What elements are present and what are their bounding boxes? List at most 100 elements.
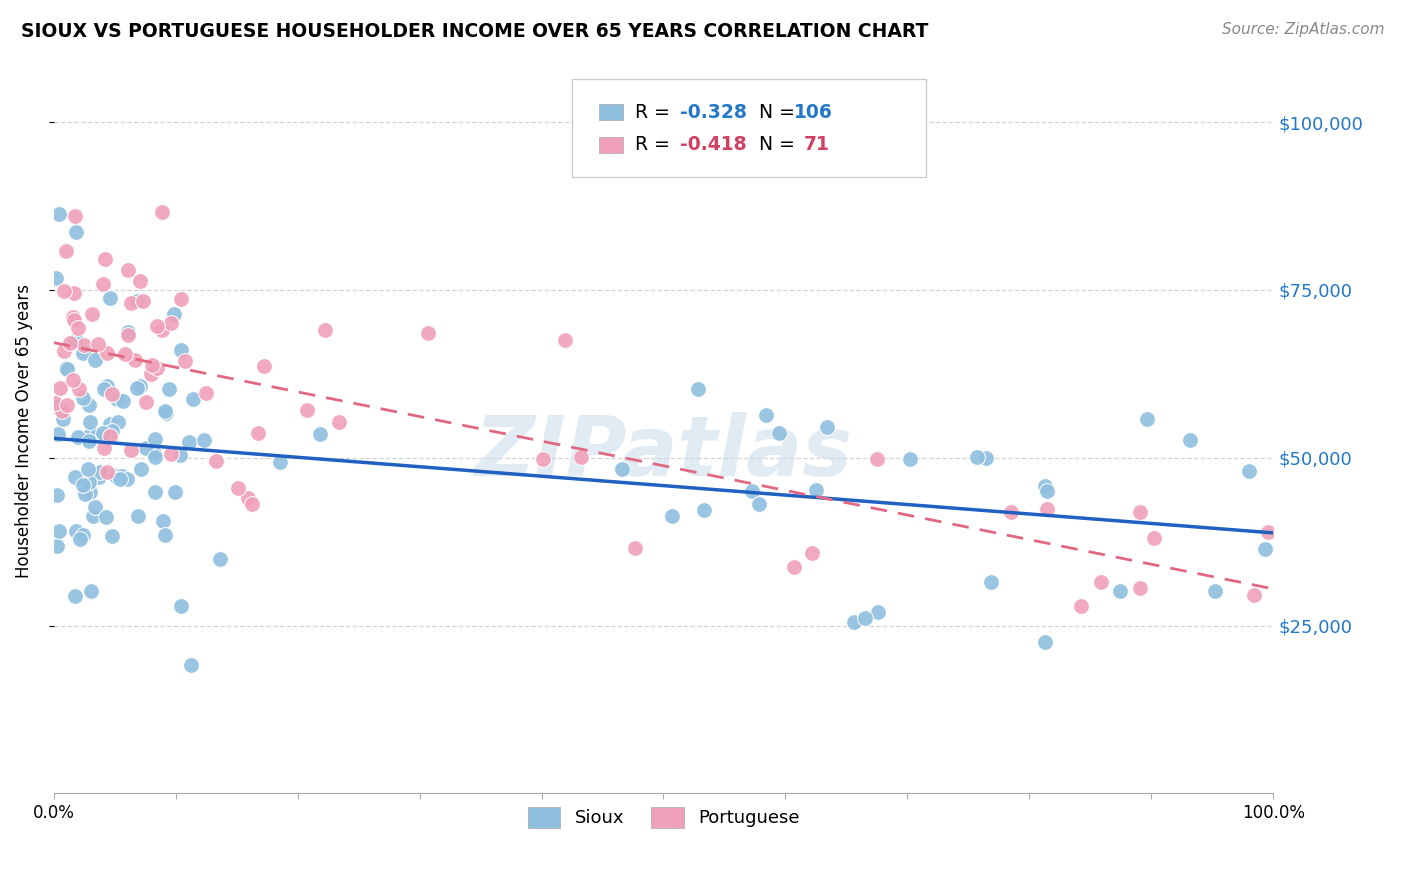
Point [145, 319, 167, 334]
Point [1036, 483, 1059, 498]
Point [688, 382, 710, 396]
Point [66, 429, 89, 443]
Point [1070, 599, 1092, 613]
Point [79, 428, 101, 442]
Point [801, 546, 824, 560]
Text: Source: ZipAtlas.com: Source: ZipAtlas.com [1222, 22, 1385, 37]
Point [105, 468, 128, 483]
Point [240, 497, 263, 511]
Text: 71: 71 [803, 135, 830, 154]
Point [124, 353, 146, 368]
Point [63, 210, 86, 224]
Point [66, 321, 89, 335]
Point [117, 263, 139, 277]
Point [65, 225, 87, 239]
Point [89, 470, 111, 484]
Point [49, 380, 72, 394]
Point [269, 455, 291, 469]
Point [169, 599, 191, 613]
Point [79, 484, 101, 499]
Point [46, 539, 69, 553]
Point [101, 387, 124, 401]
Text: SIOUX VS PORTUGUESE HOUSEHOLDER INCOME OVER 65 YEARS CORRELATION CHART: SIOUX VS PORTUGUESE HOUSEHOLDER INCOME O… [21, 22, 928, 41]
Point [180, 658, 202, 673]
Point [98, 292, 121, 306]
Point [143, 485, 166, 500]
Point [741, 483, 763, 498]
Point [866, 605, 889, 619]
Point [129, 462, 152, 476]
Point [72, 478, 94, 492]
Point [91, 277, 114, 291]
Point [84, 353, 107, 368]
Point [73, 487, 96, 501]
Point [120, 442, 142, 457]
Point [89, 465, 111, 479]
Text: 106: 106 [794, 103, 832, 121]
Point [1000, 505, 1022, 519]
Point [76, 462, 98, 476]
Point [115, 472, 138, 486]
Point [65, 524, 87, 538]
Legend: Sioux, Portuguese: Sioux, Portuguese [520, 800, 807, 835]
Point [150, 205, 173, 219]
Point [1109, 584, 1132, 599]
Point [806, 483, 828, 497]
Point [253, 359, 276, 373]
Point [72, 346, 94, 360]
Point [87, 336, 110, 351]
Point [153, 528, 176, 542]
Point [165, 485, 187, 500]
Point [127, 293, 149, 308]
Point [52, 343, 75, 358]
Point [157, 383, 180, 397]
Point [117, 328, 139, 343]
Point [768, 426, 790, 441]
Point [131, 294, 153, 309]
Point [612, 462, 634, 476]
Point [96, 346, 118, 360]
Point [94, 510, 117, 524]
Point [152, 323, 174, 337]
Point [77, 398, 100, 412]
Point [194, 386, 217, 401]
Point [93, 382, 115, 396]
Text: R =: R = [636, 103, 676, 121]
Point [815, 420, 838, 434]
Point [51, 404, 73, 418]
Point [94, 252, 117, 266]
Point [236, 491, 259, 505]
Point [783, 559, 806, 574]
Point [86, 427, 108, 442]
Point [1178, 433, 1201, 447]
Point [170, 293, 193, 307]
Point [127, 508, 149, 523]
Point [1204, 584, 1226, 599]
Point [120, 295, 142, 310]
Point [135, 394, 157, 409]
Point [125, 381, 148, 395]
Point [1033, 479, 1056, 493]
Point [152, 514, 174, 528]
Point [100, 424, 122, 438]
Point [51, 412, 73, 426]
Text: ZIPatlas: ZIPatlas [475, 412, 852, 493]
Point [1237, 464, 1260, 478]
Point [748, 497, 770, 511]
Point [80, 307, 103, 321]
Y-axis label: Householder Income Over 65 years: Householder Income Over 65 years [15, 284, 32, 578]
Text: N =: N = [748, 103, 796, 121]
Point [1243, 588, 1265, 602]
Point [1090, 575, 1112, 590]
Point [1135, 411, 1157, 425]
Point [112, 394, 135, 409]
Point [82, 509, 104, 524]
Point [98, 429, 121, 443]
Point [155, 404, 177, 418]
Text: -0.418: -0.418 [681, 135, 747, 154]
Point [83, 500, 105, 514]
Point [114, 347, 136, 361]
Point [226, 481, 249, 495]
Point [842, 615, 865, 629]
Point [44, 395, 66, 409]
